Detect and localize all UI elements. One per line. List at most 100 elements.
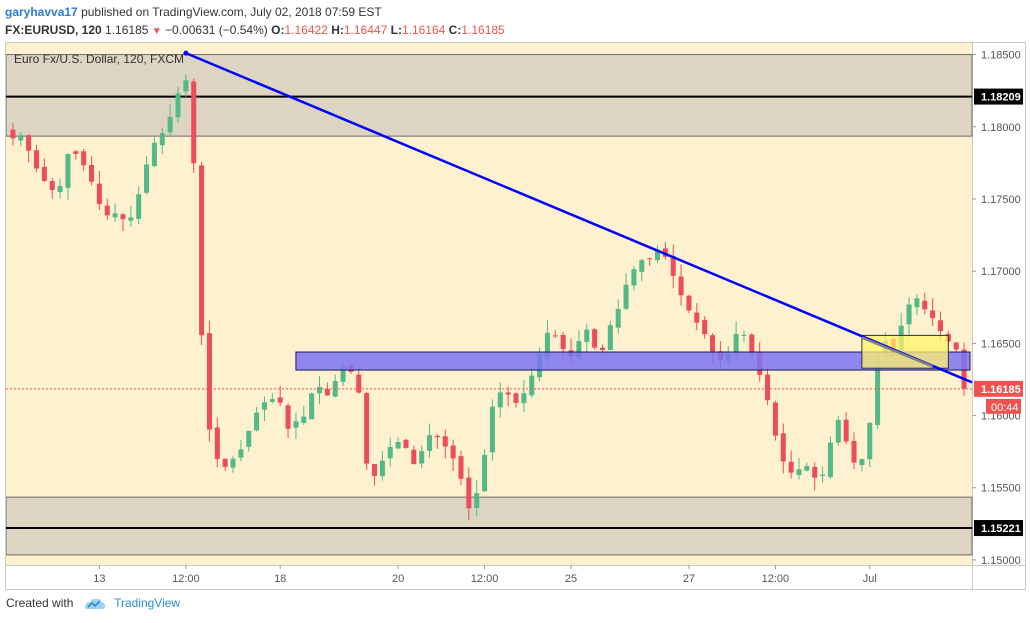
candle <box>489 399 495 461</box>
candle-body <box>222 458 228 467</box>
x-tick-label: 18 <box>274 573 286 585</box>
upper-zone <box>6 54 973 137</box>
candle <box>859 458 865 472</box>
close-label: C: <box>448 23 462 37</box>
resistance-line-label: 1.18209 <box>981 92 1021 104</box>
candle <box>26 134 32 163</box>
candle <box>702 316 708 339</box>
tradingview-brand-link[interactable]: TradingView <box>114 596 181 610</box>
candle-body <box>379 460 385 477</box>
candle <box>206 320 212 442</box>
time-axis <box>6 565 1025 589</box>
last-price: 1.16185 <box>105 23 149 37</box>
candle <box>835 415 841 446</box>
last-price-label: 1.16185 <box>981 384 1021 396</box>
candle <box>379 451 385 481</box>
price-chart[interactable]: Euro Fx/U.S. Dollar, 120, FXCM 1.18500 1.1… <box>6 43 1025 589</box>
candle-body <box>65 153 71 188</box>
candle <box>41 158 47 182</box>
change-value: −0.00631 (−0.54%) <box>165 23 268 37</box>
candle-body <box>678 276 684 296</box>
candle <box>387 437 393 467</box>
author-link[interactable]: garyhavva17 <box>5 5 78 19</box>
x-tick-label: 20 <box>392 573 404 585</box>
x-tick-label: 12:00 <box>172 573 200 585</box>
candle-body <box>230 458 236 468</box>
publish-line: garyhavva17 published on TradingView.com… <box>5 3 505 21</box>
candle <box>230 455 236 473</box>
footer: Created with TradingView <box>6 596 180 611</box>
candle-body <box>81 151 87 166</box>
candle-body <box>144 164 150 193</box>
tradingview-logo-icon <box>84 598 105 609</box>
candle <box>694 303 700 331</box>
candle <box>81 148 87 171</box>
trendline <box>185 51 973 384</box>
candle <box>191 78 197 173</box>
candle-body <box>851 440 857 463</box>
candle <box>246 430 252 452</box>
candle <box>293 412 299 440</box>
down-arrow-icon: ▼ <box>151 26 162 37</box>
candle-body <box>922 300 928 310</box>
candle-body <box>772 402 778 436</box>
candle-body <box>151 142 157 167</box>
candle-body <box>639 260 645 272</box>
candle <box>796 457 802 480</box>
candle-body <box>442 436 448 447</box>
chart-frame: Euro Fx/U.S. Dollar, 120, FXCM 1.18500 1.1… <box>5 42 1026 590</box>
candle-body <box>49 180 55 190</box>
candle-body <box>560 334 566 350</box>
support-line-label-bg <box>974 520 1023 537</box>
candle <box>631 266 637 291</box>
candle <box>450 439 456 471</box>
candle-body <box>316 386 323 394</box>
candle <box>411 445 417 465</box>
candle <box>96 170 102 210</box>
open-value: 1.16422 <box>284 23 328 37</box>
candle-body <box>914 298 920 308</box>
candle-body <box>340 366 346 382</box>
candle-body <box>796 469 802 476</box>
open-label: O: <box>271 23 285 37</box>
candle <box>584 324 590 354</box>
candle-body <box>285 405 291 429</box>
candle-body <box>372 464 378 476</box>
candle-body <box>238 449 244 458</box>
candle <box>73 149 79 160</box>
y-tick-label: 1.15000 <box>981 555 1021 567</box>
candle-body <box>654 249 661 261</box>
candle-body <box>780 433 786 462</box>
candle <box>316 376 323 405</box>
candle-body <box>513 393 519 403</box>
candle-body <box>26 135 32 151</box>
candle <box>419 445 425 469</box>
candle-body <box>686 295 692 311</box>
candle <box>199 161 205 346</box>
candle <box>301 405 307 426</box>
candle-body <box>427 435 433 451</box>
candle-body <box>403 439 409 448</box>
candle-body <box>953 342 959 350</box>
candle <box>804 462 810 472</box>
candle <box>780 423 786 474</box>
low-value: 1.16164 <box>401 23 446 37</box>
chart-header: garyhavva17 published on TradingView.com… <box>5 3 505 41</box>
candle-body <box>615 309 621 328</box>
candle-body <box>261 402 267 410</box>
candle-body <box>191 81 197 164</box>
candle-body <box>206 333 212 430</box>
candle <box>261 396 267 422</box>
candle-body <box>741 334 747 336</box>
candle-body <box>387 447 393 459</box>
candle <box>607 320 613 351</box>
quote-line: FX:EURUSD, 120 1.16185 ▼ −0.00631 (−0.54… <box>5 21 505 41</box>
candle-body <box>552 335 558 337</box>
candle-body <box>466 477 472 509</box>
grey-trendline <box>861 336 934 368</box>
candle-body <box>246 430 252 447</box>
x-tick-label: 25 <box>565 573 577 585</box>
candle-body <box>647 258 653 260</box>
symbol-label: FX:EURUSD, 120 <box>5 23 102 37</box>
candle-body <box>356 374 362 393</box>
